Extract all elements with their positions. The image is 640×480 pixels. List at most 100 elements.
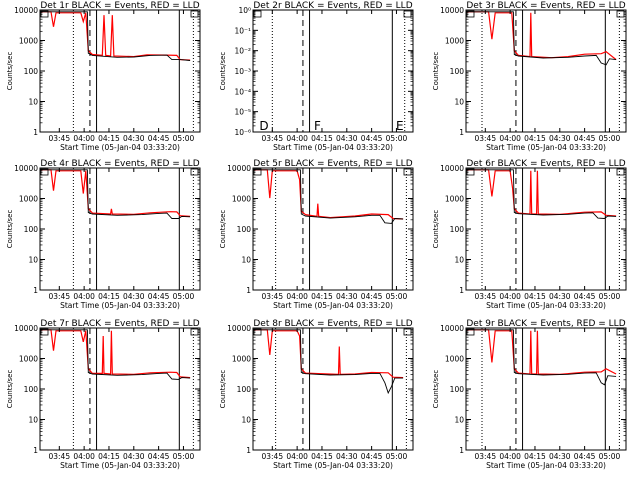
corner-box-right [616, 328, 625, 336]
y-tick-label: 100 [24, 67, 39, 76]
x-axis-label: Start Time (05-Jan-04 03:33:20) [486, 301, 606, 310]
y-tick-label: 1000 [232, 195, 251, 204]
x-tick-label: 04:45 [148, 134, 170, 143]
x-tick-label: 04:15 [524, 134, 546, 143]
lld-series-line [466, 329, 617, 375]
x-tick-label: 04:15 [311, 452, 333, 461]
y-tick-label: 100 [450, 67, 465, 76]
x-tick-label: 04:15 [311, 134, 333, 143]
x-tick-label: 04:30 [336, 452, 358, 461]
y-tick-label: 10 [241, 256, 251, 265]
corner-box-right [190, 10, 199, 18]
chart-panel-4: Det 4r BLACK = Events, RED = LLD 03:45 04:… [6, 159, 201, 310]
y-tick-label: 10000 [440, 324, 464, 333]
events-series-line [40, 329, 191, 380]
x-tick-label: 03:45 [261, 292, 283, 301]
corner-box-right [403, 10, 412, 18]
y-tick-label: 1 [33, 446, 38, 455]
y-tick-label: 10 [28, 98, 38, 107]
panel-title: Det 9r BLACK = Events, RED = LLD [466, 319, 625, 329]
y-tick-label: 10⁰ [238, 6, 251, 15]
y-axis-label: Counts/sec [219, 370, 227, 409]
corner-box-right [190, 328, 199, 336]
x-tick-label: 03:45 [48, 292, 70, 301]
y-tick-label: 1000 [19, 355, 38, 364]
y-axis-label: Counts/sec [6, 52, 14, 91]
y-tick-label: 1000 [445, 355, 464, 364]
panel-title: Det 6r BLACK = Events, RED = LLD [466, 159, 625, 169]
x-tick-label: 04:30 [549, 134, 571, 143]
x-tick-label: 05:00 [386, 134, 408, 143]
x-tick-label: 04:45 [361, 292, 383, 301]
x-tick-label: 04:30 [123, 134, 145, 143]
plot-frame [39, 9, 201, 133]
panel-title: Det 7r BLACK = Events, RED = LLD [40, 319, 199, 329]
corner-box-left [466, 10, 475, 18]
x-tick-label: 05:00 [386, 292, 408, 301]
corner-box-right [616, 10, 625, 18]
x-tick-label: 04:30 [123, 452, 145, 461]
events-series-line [253, 329, 404, 395]
x-tick-label: 04:15 [524, 452, 546, 461]
x-tick-label: 04:45 [148, 292, 170, 301]
plot-frame [252, 327, 414, 451]
events-series-line [253, 169, 404, 224]
x-tick-label: 05:00 [173, 452, 195, 461]
events-series-line [466, 169, 617, 219]
y-tick-label: 10000 [14, 324, 38, 333]
x-tick-label: 04:45 [361, 134, 383, 143]
y-tick-label: 10000 [440, 164, 464, 173]
x-tick-label: 03:45 [261, 452, 283, 461]
y-tick-label: 100 [24, 225, 39, 234]
segment-marker-label: E [396, 119, 404, 133]
events-series-line [40, 11, 191, 61]
panel-title: Det 1r BLACK = Events, RED = LLD [40, 1, 199, 11]
y-axis-label: Counts/sec [432, 52, 440, 91]
plot-frame [252, 9, 414, 133]
x-axis-label: Start Time (05-Jan-04 03:33:20) [486, 143, 606, 152]
events-series-line [466, 11, 617, 66]
x-tick-label: 04:00 [499, 452, 521, 461]
events-series-line [40, 169, 191, 219]
y-tick-label: 100 [24, 385, 39, 394]
lld-series-line [40, 11, 191, 61]
y-tick-label: 10 [28, 416, 38, 425]
y-tick-label: 10000 [227, 324, 251, 333]
y-tick-label: 10⁻¹ [234, 26, 251, 35]
x-tick-label: 03:45 [261, 134, 283, 143]
y-tick-label: 10000 [227, 164, 251, 173]
y-tick-label: 10 [454, 98, 464, 107]
y-tick-label: 10⁻³ [234, 67, 251, 76]
y-tick-label: 1 [33, 286, 38, 295]
lld-series-line [253, 169, 404, 220]
x-tick-label: 04:30 [123, 292, 145, 301]
plot-frame [39, 327, 201, 451]
y-tick-label: 10⁻⁵ [234, 108, 251, 117]
x-axis-label: Start Time (05-Jan-04 03:33:20) [60, 301, 180, 310]
y-tick-label: 10000 [14, 164, 38, 173]
panel-title: Det 4r BLACK = Events, RED = LLD [40, 159, 199, 169]
x-tick-label: 04:45 [574, 134, 596, 143]
x-tick-label: 04:00 [73, 452, 95, 461]
x-axis-label: Start Time (05-Jan-04 03:33:20) [273, 461, 393, 470]
y-tick-label: 1 [459, 286, 464, 295]
y-tick-label: 100 [450, 385, 465, 394]
y-tick-label: 10 [454, 416, 464, 425]
x-tick-label: 05:00 [599, 292, 621, 301]
y-tick-label: 100 [450, 225, 465, 234]
x-tick-label: 04:15 [98, 292, 120, 301]
panel-title: Det 8r BLACK = Events, RED = LLD [253, 319, 412, 329]
x-axis-label: Start Time (05-Jan-04 03:33:20) [273, 143, 393, 152]
x-axis-label: Start Time (05-Jan-04 03:33:20) [486, 461, 606, 470]
x-tick-label: 04:00 [499, 292, 521, 301]
panel-title: Det 2r BLACK = Events, RED = LLD [253, 1, 412, 11]
x-tick-label: 03:45 [474, 452, 496, 461]
lld-series-line [40, 169, 191, 217]
y-axis-label: Counts/sec [6, 370, 14, 409]
y-axis-label: Counts/sec [432, 370, 440, 409]
panel-title: Det 5r BLACK = Events, RED = LLD [253, 159, 412, 169]
y-tick-label: 10⁻⁶ [234, 128, 251, 137]
